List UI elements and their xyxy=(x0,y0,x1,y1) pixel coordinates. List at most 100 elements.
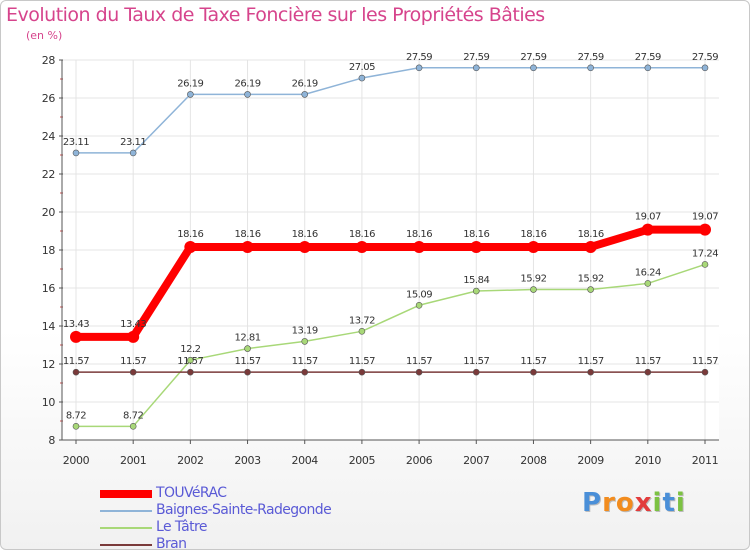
data-label: 11.57 xyxy=(63,356,89,367)
data-point xyxy=(72,368,80,376)
data-label: 11.57 xyxy=(120,356,146,367)
y-tick-label: 26 xyxy=(42,92,56,105)
data-point xyxy=(472,368,480,376)
data-point xyxy=(129,368,137,376)
data-point xyxy=(241,240,254,253)
data-label: 11.57 xyxy=(692,356,718,367)
data-point xyxy=(584,240,597,253)
legend-swatch xyxy=(100,544,152,546)
data-label: 11.57 xyxy=(406,356,432,367)
data-point xyxy=(587,64,594,72)
data-label: 8.72 xyxy=(123,410,143,421)
data-point xyxy=(244,91,251,98)
data-point xyxy=(244,368,251,376)
data-label: 18.16 xyxy=(520,229,546,240)
data-label: 23.11 xyxy=(63,137,89,148)
data-label: 18.16 xyxy=(292,229,318,240)
data-point xyxy=(301,368,309,376)
data-label: 15.84 xyxy=(463,275,489,286)
data-label: 16.24 xyxy=(635,267,661,278)
data-point xyxy=(641,223,654,236)
data-label: 27.59 xyxy=(578,52,604,63)
x-tick-label: 2001 xyxy=(120,454,146,467)
legend-swatch xyxy=(100,527,152,529)
data-label: 13.43 xyxy=(120,319,146,330)
x-tick-label: 2009 xyxy=(577,454,604,467)
data-point xyxy=(530,286,537,293)
legend-label: Le Tâtre xyxy=(156,519,207,535)
data-label: 13.19 xyxy=(292,325,318,336)
y-tick-label: 28 xyxy=(42,54,56,67)
data-point xyxy=(587,286,594,293)
data-label: 18.16 xyxy=(234,229,260,240)
data-point xyxy=(644,64,652,72)
x-tick-label: 2008 xyxy=(520,454,547,467)
data-point xyxy=(187,356,194,364)
data-label: 11.57 xyxy=(234,356,260,367)
data-point xyxy=(72,423,80,430)
data-label: 17.24 xyxy=(692,248,718,259)
data-label: 27.05 xyxy=(349,62,375,73)
legend-swatch xyxy=(100,490,152,498)
y-tick-label: 22 xyxy=(42,168,55,181)
data-point xyxy=(187,368,194,376)
data-point xyxy=(358,368,366,376)
x-tick-label: 2007 xyxy=(463,454,490,467)
data-point xyxy=(301,338,309,345)
data-point xyxy=(415,301,423,309)
x-tick-label: 2000 xyxy=(63,454,90,467)
data-label: 27.59 xyxy=(692,52,718,63)
data-label: 11.57 xyxy=(349,356,375,367)
chart-title: Evolution du Taux de Taxe Foncière sur l… xyxy=(6,4,545,26)
data-point xyxy=(72,149,80,157)
data-label: 15.92 xyxy=(520,274,546,285)
x-tick-label: 2010 xyxy=(635,454,662,467)
data-point xyxy=(530,368,537,376)
data-label: 26.19 xyxy=(177,78,203,89)
y-tick-label: 16 xyxy=(42,282,56,295)
data-label: 15.09 xyxy=(406,289,432,300)
y-tick-label: 14 xyxy=(42,320,56,333)
data-label: 23.11 xyxy=(120,137,146,148)
x-tick-label: 2005 xyxy=(349,454,376,467)
data-point xyxy=(129,423,137,430)
chart-subtitle: (en %) xyxy=(26,29,63,42)
proxiti-logo: Proxiti xyxy=(582,488,686,518)
legend-label: Baignes-Sainte-Radegonde xyxy=(156,502,332,518)
data-point xyxy=(127,330,140,343)
data-label: 26.19 xyxy=(292,78,318,89)
data-point xyxy=(415,368,423,376)
data-point xyxy=(184,240,197,253)
data-point xyxy=(701,64,709,72)
x-tick-label: 2011 xyxy=(692,454,718,467)
series-line xyxy=(72,225,709,341)
data-point xyxy=(472,64,480,72)
data-label: 15.92 xyxy=(578,274,604,285)
data-label: 11.57 xyxy=(578,356,604,367)
legend-label: TOUVéRAC xyxy=(156,485,227,501)
data-label: 11.57 xyxy=(292,356,318,367)
series-line xyxy=(75,263,706,428)
data-point xyxy=(644,280,652,287)
x-tick-label: 2006 xyxy=(406,454,433,467)
legend-swatch xyxy=(100,510,152,512)
y-tick-label: 8 xyxy=(48,434,55,447)
data-label: 19.07 xyxy=(692,212,718,223)
data-point xyxy=(129,149,137,157)
data-label: 11.57 xyxy=(463,356,489,367)
logo-letter: x xyxy=(634,488,653,518)
data-label: 27.59 xyxy=(635,52,661,63)
data-point xyxy=(355,240,368,253)
logo-letter: r xyxy=(602,488,616,518)
series-line xyxy=(75,67,706,154)
data-label: 18.16 xyxy=(177,229,203,240)
data-point xyxy=(644,368,652,376)
data-point xyxy=(244,345,251,352)
data-point xyxy=(358,74,366,82)
data-point xyxy=(527,240,540,253)
data-label: 11.57 xyxy=(177,356,203,367)
data-label: 27.59 xyxy=(520,52,546,63)
logo-letter: i xyxy=(652,488,663,518)
data-label: 18.16 xyxy=(349,229,375,240)
